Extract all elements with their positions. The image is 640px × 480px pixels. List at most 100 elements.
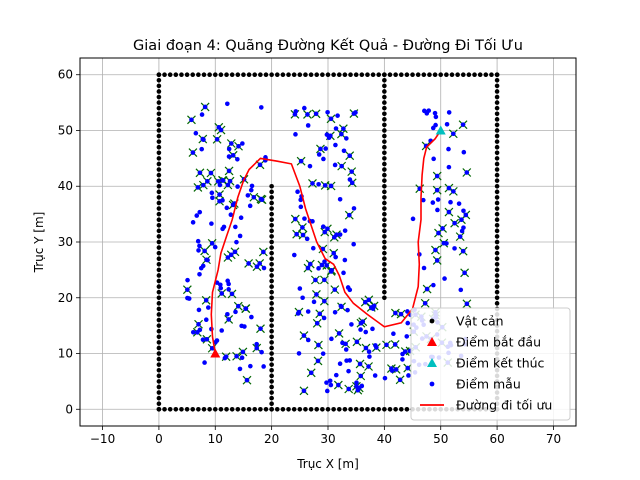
sample-point bbox=[258, 326, 263, 331]
sample-point bbox=[226, 146, 232, 152]
obstacle-point bbox=[286, 406, 291, 412]
sample-point bbox=[434, 173, 440, 179]
obstacle-point bbox=[212, 406, 218, 412]
sample-point bbox=[452, 220, 457, 226]
obstacle-point bbox=[331, 406, 336, 412]
obstacle-point bbox=[156, 390, 162, 395]
sample-point bbox=[333, 372, 339, 378]
sample-point bbox=[315, 358, 321, 364]
obstacle-point bbox=[156, 351, 162, 356]
sample-point bbox=[235, 303, 241, 309]
sample-point bbox=[239, 355, 245, 360]
obstacle-point bbox=[342, 406, 348, 412]
obstacle-point bbox=[494, 200, 500, 206]
sample-point bbox=[347, 177, 353, 182]
goal-marker bbox=[435, 125, 446, 135]
sample-point bbox=[302, 105, 307, 111]
sample-point bbox=[246, 261, 251, 266]
obstacle-point bbox=[156, 317, 162, 323]
sample-point bbox=[308, 370, 314, 376]
sample-point bbox=[217, 182, 223, 188]
obstacle-point bbox=[314, 72, 320, 78]
obstacle-point bbox=[382, 206, 387, 211]
sample-point bbox=[435, 197, 441, 202]
obstacle-point bbox=[156, 401, 162, 406]
sample-point bbox=[336, 331, 342, 336]
obstacle-point bbox=[156, 367, 162, 373]
obstacle-point bbox=[494, 189, 500, 195]
obstacle-point bbox=[156, 133, 162, 139]
sample-point bbox=[301, 333, 307, 338]
legend-box bbox=[410, 307, 571, 421]
obstacle-point bbox=[269, 284, 274, 289]
x-axis-label: Trục X [m] bbox=[296, 457, 359, 471]
legend-marker bbox=[429, 318, 435, 324]
sample-point bbox=[318, 146, 323, 152]
obstacle-point bbox=[460, 72, 466, 78]
sample-point bbox=[410, 216, 416, 222]
obstacle-point bbox=[263, 72, 269, 78]
obstacle-point bbox=[156, 167, 162, 172]
obstacle-point bbox=[156, 284, 162, 289]
obstacle-point bbox=[269, 362, 274, 367]
sample-point bbox=[357, 361, 363, 367]
obstacle-point bbox=[415, 72, 421, 78]
start-marker bbox=[210, 348, 221, 358]
sample-point bbox=[212, 244, 218, 250]
x-tick-label: 0 bbox=[155, 432, 163, 446]
sample-point bbox=[462, 270, 467, 276]
sample-point bbox=[233, 224, 238, 230]
sample-point bbox=[446, 209, 452, 215]
sample-point bbox=[249, 314, 254, 320]
sample-point bbox=[424, 286, 430, 292]
obstacle-point bbox=[494, 122, 500, 128]
obstacle-point bbox=[444, 72, 449, 78]
sample-point bbox=[457, 234, 463, 239]
obstacle-point bbox=[156, 117, 162, 122]
obstacle-point bbox=[359, 406, 365, 412]
x-tick-label: 10 bbox=[208, 432, 223, 446]
x-tick-label: 50 bbox=[433, 432, 448, 446]
sample-point bbox=[197, 243, 202, 249]
obstacle-point bbox=[156, 156, 162, 161]
obstacle-point bbox=[370, 406, 376, 412]
sample-point bbox=[186, 296, 192, 301]
sample-point bbox=[225, 101, 230, 107]
sample-point bbox=[324, 380, 329, 385]
obstacle-point bbox=[494, 250, 500, 256]
sample-point bbox=[346, 212, 352, 218]
obstacle-point bbox=[156, 111, 162, 117]
sample-point bbox=[392, 342, 398, 347]
legend-marker bbox=[427, 358, 437, 367]
sample-point bbox=[197, 209, 203, 215]
obstacle-point bbox=[156, 189, 162, 195]
sample-point bbox=[239, 323, 244, 329]
sample-point bbox=[205, 179, 210, 184]
sample-point bbox=[444, 241, 449, 246]
obstacle-point bbox=[393, 72, 398, 78]
sample-point bbox=[362, 299, 368, 305]
obstacle-point bbox=[494, 222, 500, 228]
sample-point bbox=[295, 189, 300, 194]
obstacle-point bbox=[342, 72, 348, 78]
sample-point bbox=[298, 204, 304, 210]
obstacle-point bbox=[359, 72, 365, 78]
obstacle-point bbox=[162, 406, 167, 412]
obstacle-point bbox=[382, 128, 387, 133]
obstacle-point bbox=[269, 273, 274, 278]
sample-point bbox=[354, 339, 360, 345]
sample-point bbox=[351, 241, 356, 247]
sample-point bbox=[228, 141, 234, 146]
obstacle-point bbox=[382, 228, 387, 234]
sample-point bbox=[405, 365, 411, 371]
sample-point bbox=[347, 358, 353, 363]
obstacle-point bbox=[156, 172, 162, 178]
sample-point bbox=[219, 291, 225, 296]
sample-point bbox=[214, 137, 220, 142]
sample-point bbox=[327, 378, 333, 384]
obstacle-point bbox=[494, 178, 500, 183]
obstacle-point bbox=[303, 406, 308, 412]
obstacle-point bbox=[269, 256, 274, 262]
sample-point bbox=[404, 334, 410, 339]
